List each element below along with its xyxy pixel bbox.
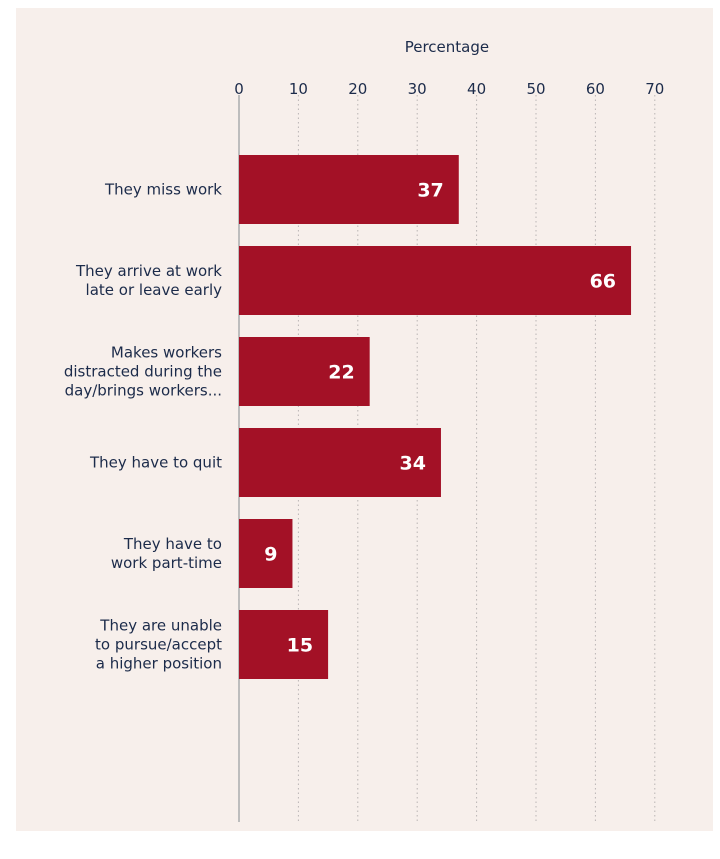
x-tick-label: 0 (234, 80, 244, 98)
bar-value-label: 22 (328, 362, 354, 384)
bar-4 (239, 428, 441, 497)
bar-3 (239, 337, 370, 406)
x-tick-label: 70 (645, 80, 664, 98)
x-tick-label: 40 (467, 80, 486, 98)
x-tick-label: 10 (289, 80, 308, 98)
category-label: They are unable to pursue/accept a highe… (95, 616, 222, 672)
category-label: They have to quit (89, 453, 222, 471)
x-tick-label: 50 (526, 80, 545, 98)
bar-5 (239, 519, 293, 588)
bar-value-label: 37 (417, 180, 443, 202)
category-label: Makes workers distracted during the day/… (63, 343, 222, 399)
bar-value-label: 34 (400, 453, 426, 475)
category-label: They miss work (104, 180, 222, 198)
x-axis-title: Percentage (405, 38, 489, 56)
x-tick-label: 20 (348, 80, 367, 98)
bar-2 (239, 246, 632, 315)
chart-panel (16, 8, 713, 831)
category-label: They arrive at work late or leave early (76, 261, 222, 299)
bar-value-label: 9 (264, 544, 277, 566)
x-tick-label: 30 (408, 80, 427, 98)
bar-6 (239, 610, 329, 679)
category-label: They have to work part-time (110, 534, 222, 572)
x-tick-label: 60 (586, 80, 605, 98)
bar-1 (239, 155, 459, 224)
bar-value-label: 15 (287, 635, 313, 657)
bar-value-label: 66 (590, 271, 616, 293)
